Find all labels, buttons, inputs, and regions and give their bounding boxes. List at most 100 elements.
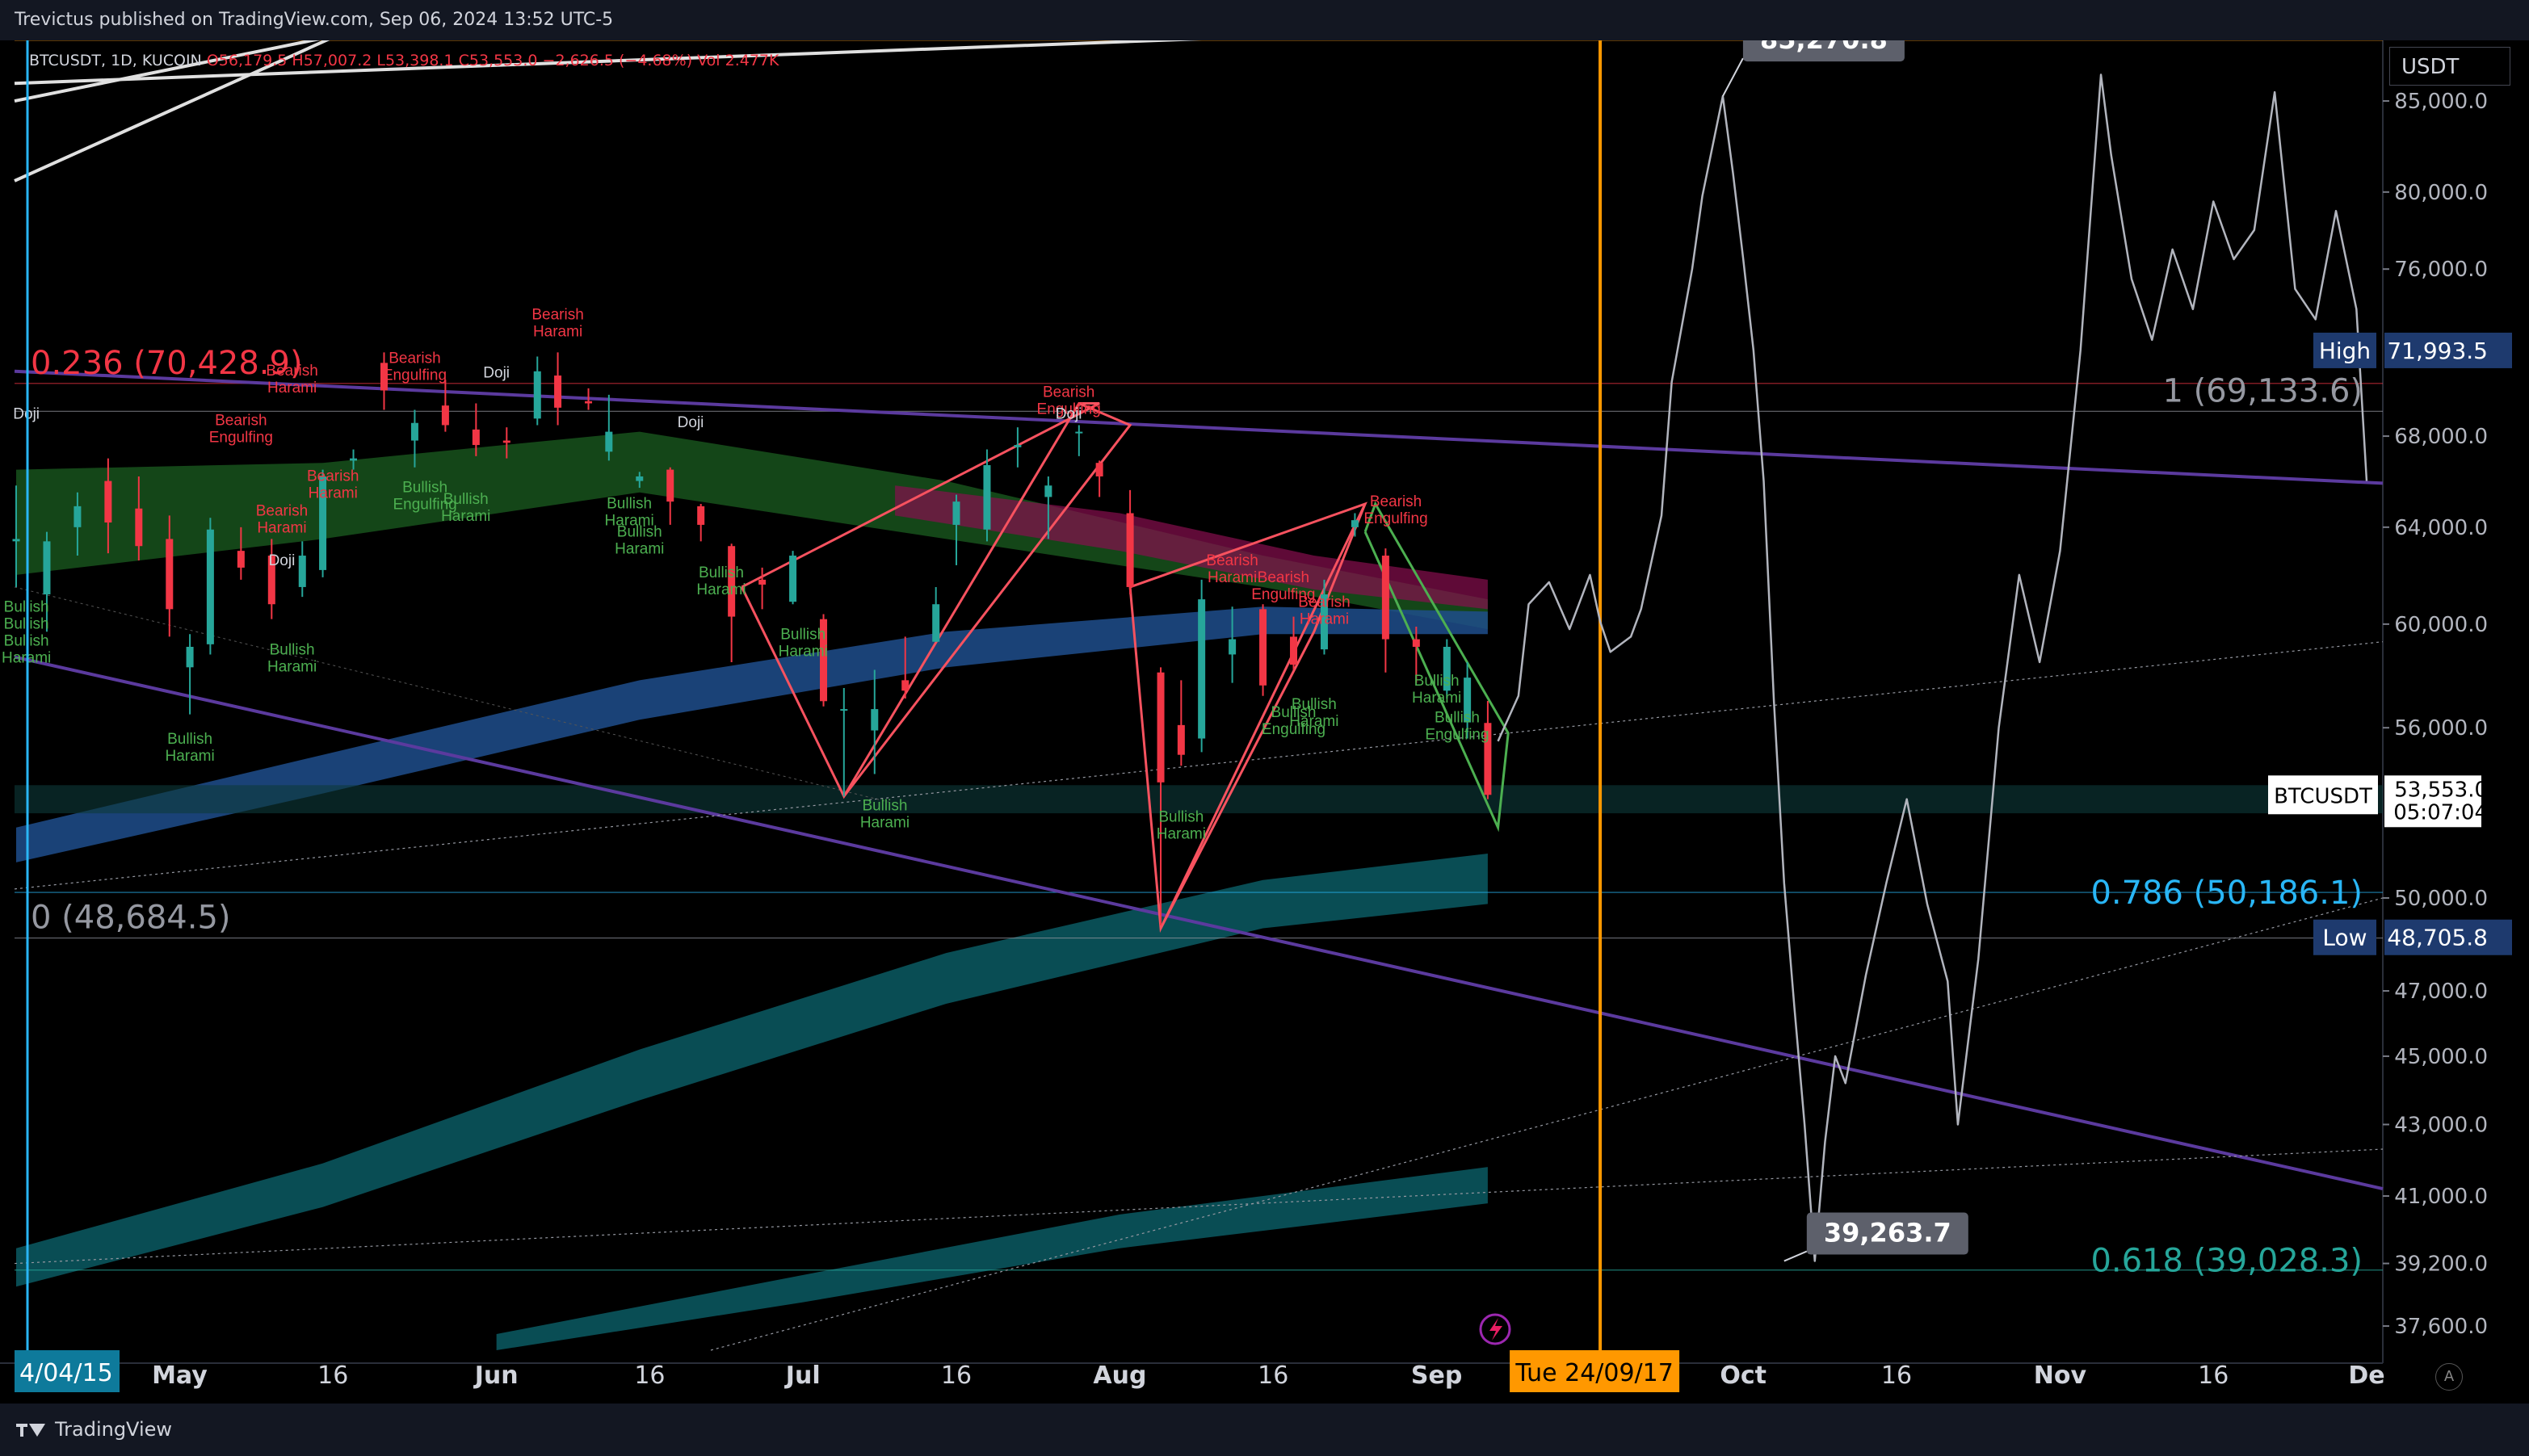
lightning-icon-ring [1479, 1313, 1511, 1345]
candle-body [135, 508, 143, 547]
trend-channel-lower [14, 655, 2384, 1190]
price-unit-button[interactable]: USDT [2389, 47, 2510, 86]
pattern-label-text: Engulfing [393, 497, 456, 514]
badge-price-box [2384, 919, 2512, 955]
pattern-label-text: Bullish [607, 496, 652, 513]
y-tick-label: 43,000.0 [2394, 1113, 2488, 1137]
pattern-label: Doji [483, 365, 510, 382]
candle-body [1075, 431, 1083, 434]
pattern-label-text: Bullish [1435, 710, 1480, 727]
candle-body [1126, 513, 1134, 587]
pattern-label: Doji [269, 552, 296, 569]
pattern-label-text: Harami [1157, 826, 1206, 843]
x-tick-highlight [15, 1350, 120, 1392]
fib-label: 0 (48,684.5) [31, 900, 231, 937]
candle-body [901, 680, 910, 691]
x-tick-label: 4/04/15 [19, 1359, 113, 1387]
y-tick-label: 76,000.0 [2394, 258, 2488, 282]
x-tick-label: 16 [941, 1362, 972, 1390]
pattern-label-text: Harami [1289, 713, 1338, 730]
pattern-label-text: Bearish [215, 412, 267, 429]
y-tick-label: 64,000.0 [2394, 516, 2488, 540]
pattern-label-text: Bullish [1414, 673, 1460, 690]
pattern-label-text: Engulfing [1425, 727, 1489, 744]
candle-body [758, 579, 767, 585]
fib-label: 0.618 (39,028.3) [2090, 1243, 2363, 1280]
pattern-label-text: Bearish [1370, 493, 1422, 510]
badge-symbol-box [2268, 775, 2378, 815]
pattern-label-text: Bearish [266, 363, 317, 380]
pattern-label-text: Harami [615, 540, 664, 557]
candle-body [43, 541, 51, 595]
publisher-text: Trevictus published on TradingView.com, … [15, 10, 614, 30]
candle-body [441, 405, 449, 426]
pattern-label-text: Bullish [402, 480, 447, 497]
badge-price-box [2384, 775, 2481, 828]
pattern-label-text: Engulfing [1037, 401, 1101, 417]
ma-ribbon-teal-mid [16, 853, 1488, 1287]
callout-pointer [1722, 57, 1744, 97]
y-tick-label: 39,200.0 [2394, 1252, 2488, 1277]
pattern-label-text: Bearish [389, 350, 440, 367]
candle-body [605, 431, 613, 452]
tradingview-brand[interactable]: TradingView [16, 1418, 172, 1441]
y-tick-label: 41,000.0 [2394, 1185, 2488, 1209]
candle-body [697, 506, 705, 525]
candle-body [636, 476, 644, 481]
y-tick-label: 47,000.0 [2394, 980, 2488, 1004]
pattern-label-text: Engulfing [209, 429, 273, 446]
candle-body [1351, 520, 1359, 527]
fib-zone-band [15, 785, 2383, 814]
x-tick-label: Nov [2034, 1362, 2087, 1390]
pattern-label-text: Bearish [256, 502, 308, 519]
candle-body [1484, 723, 1492, 795]
candle-body [410, 422, 418, 441]
lightning-icon [1479, 1313, 1511, 1345]
candle-body [104, 480, 112, 523]
y-tick-label: 68,000.0 [2394, 425, 2488, 449]
candle-body [1464, 678, 1472, 723]
pattern-label-text: Harami [860, 815, 910, 832]
x-tick-label: Jul [784, 1362, 821, 1390]
x-tick-label: 16 [2198, 1362, 2229, 1390]
y-tick-label: 60,000.0 [2394, 613, 2488, 637]
x-tick-label: 16 [1258, 1362, 1288, 1390]
candle-body [666, 469, 674, 502]
pattern-label-text: Bearish [1298, 594, 1350, 611]
harmonic-pattern-2-leg [1159, 503, 1367, 929]
callout-box [1806, 1212, 1968, 1255]
pattern-label-text: Harami [1412, 690, 1461, 707]
candle-body [952, 501, 960, 525]
badge-label-text: High [2319, 338, 2371, 364]
pattern-label-text: Doji [1056, 405, 1082, 422]
y-tick-label: 37,600.0 [2394, 1315, 2488, 1339]
auto-scale-button[interactable]: A [2435, 1363, 2463, 1391]
trend-channel-upper [14, 369, 2384, 485]
candle-body [871, 709, 879, 731]
symbol-legend[interactable]: BTCUSDT, 1D, KUCOIN O56,179.5 H57,007.2 … [29, 52, 779, 69]
pattern-label-text: Bearish [1043, 384, 1094, 401]
candle-body [237, 551, 245, 568]
callout-pointer [1783, 1250, 1808, 1262]
pattern-label-text: Harami [267, 380, 317, 397]
symbol-name[interactable]: BTCUSDT, 1D, KUCOIN [29, 52, 202, 69]
badge-price-text: 53,553.0 [2394, 778, 2488, 802]
pattern-label-text: Bullish [780, 627, 825, 644]
pattern-label-text: Harami [1300, 611, 1349, 627]
dotted-trendline [14, 641, 2384, 890]
badge-price-text: 48,705.8 [2387, 925, 2488, 951]
pattern-label-text: Harami [441, 508, 490, 525]
ohlc-values: O56,179.5 H57,007.2 L53,398.1 C53,553.0 … [206, 52, 693, 69]
x-tick-label: 16 [1881, 1362, 1912, 1390]
pattern-label-text: Harami [605, 513, 654, 530]
